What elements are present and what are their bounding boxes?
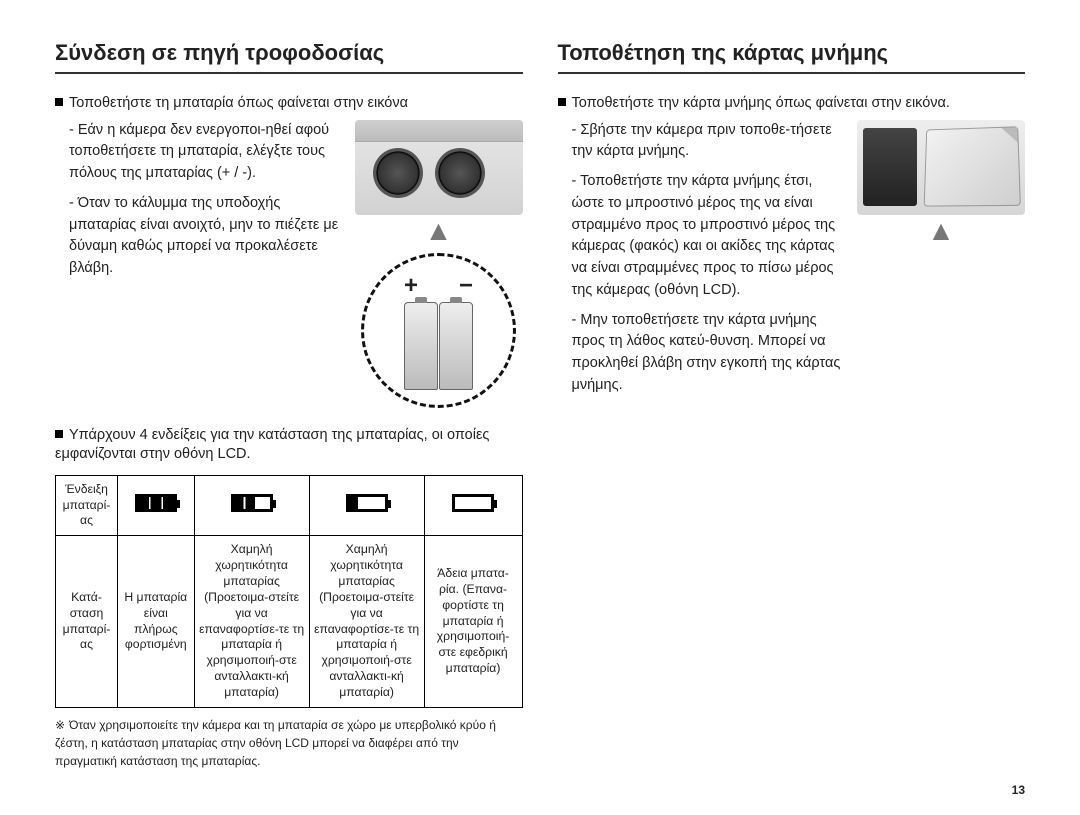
row-header-indicator: Ένδειξη μπαταρί-ας bbox=[56, 475, 118, 536]
minus-icon: − bbox=[459, 272, 473, 300]
battery-left bbox=[404, 302, 438, 390]
sub-cover-warning: - Όταν το κάλυμμα της υποδοχής μπαταρίας… bbox=[69, 193, 345, 280]
page-number: 13 bbox=[1012, 783, 1025, 797]
battery-right bbox=[439, 302, 473, 390]
heading-memory-card: Τοποθέτηση της κάρτας μνήμης bbox=[558, 40, 1026, 74]
bullet-card-insert: Τοποθετήστε την κάρτα μνήμης όπως φαίνετ… bbox=[558, 94, 1026, 114]
batteries-diagram: + − bbox=[361, 253, 516, 408]
status-empty: Άδεια μπατα-ρία. (Επανα-φορτίστε τη μπατ… bbox=[424, 536, 522, 708]
battery-status-table: Ένδειξη μπαταρί-ας Κατά-σταση μπαταρί-ας… bbox=[55, 475, 523, 708]
memory-card-illustration bbox=[857, 120, 1025, 215]
status-low-2: Χαμηλή χωρητικότητα μπαταρίας (Προετοιμα… bbox=[309, 536, 424, 708]
battery-icon-one bbox=[309, 475, 424, 536]
battery-illustration-block: ▲ + − bbox=[355, 120, 523, 408]
arrow-up-icon: ▲ bbox=[355, 217, 523, 245]
status-low-1: Χαμηλή χωρητικότητα μπαταρίας (Προετοιμα… bbox=[194, 536, 309, 708]
sub-check-polarity: - Εάν η κάμερα δεν ενεργοποι-ηθεί αφού τ… bbox=[69, 120, 345, 185]
camera-bottom-illustration bbox=[355, 120, 523, 215]
left-column: Σύνδεση σε πηγή τροφοδοσίας Τοποθετήστε … bbox=[55, 40, 523, 770]
sub-orientation: - Τοποθετήστε την κάρτα μνήμης έτσι, ώστ… bbox=[572, 171, 848, 302]
card-illustration-block: ▲ bbox=[857, 120, 1025, 405]
temperature-footnote: ※Όταν χρησιμοποιείτε την κάμερα και τη μ… bbox=[55, 716, 523, 770]
bullet-four-indicators: Υπάρχουν 4 ενδείξεις για την κατάσταση τ… bbox=[55, 426, 523, 465]
sub-wrong-direction: - Μην τοποθετήσετε την κάρτα μνήμης προς… bbox=[572, 310, 848, 397]
bullet-battery-insert: Τοποθετήστε τη μπαταρία όπως φαίνεται στ… bbox=[55, 94, 523, 114]
battery-icon-empty bbox=[424, 475, 522, 536]
plus-icon: + bbox=[404, 272, 418, 300]
battery-icon-two bbox=[194, 475, 309, 536]
heading-power: Σύνδεση σε πηγή τροφοδοσίας bbox=[55, 40, 523, 74]
battery-icon-full bbox=[118, 475, 195, 536]
sub-turn-off: - Σβήστε την κάμερα πριν τοποθε-τήσετε τ… bbox=[572, 120, 848, 164]
right-column: Τοποθέτηση της κάρτας μνήμης Τοποθετήστε… bbox=[558, 40, 1026, 770]
status-full: Η μπαταρία είναι πλήρως φορτισμένη bbox=[118, 536, 195, 708]
arrow-up-icon: ▲ bbox=[857, 217, 1025, 245]
row-header-status: Κατά-σταση μπαταρί-ας bbox=[56, 536, 118, 708]
